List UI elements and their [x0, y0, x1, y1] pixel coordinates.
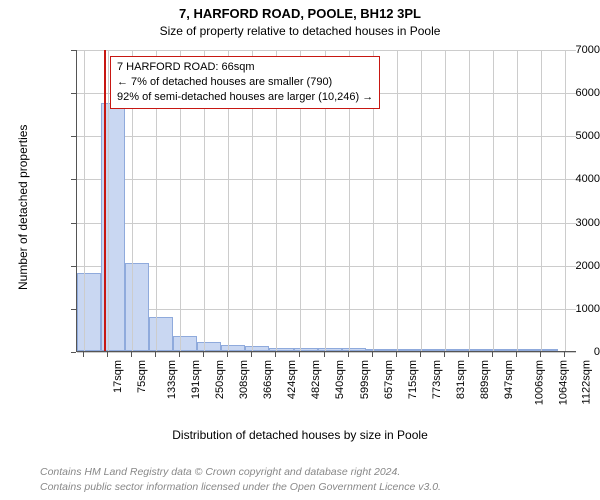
x-axis-label: Distribution of detached houses by size …	[0, 428, 600, 442]
histogram-bar	[294, 348, 318, 351]
y-tick-label: 1000	[534, 303, 600, 315]
histogram-bar	[197, 342, 221, 351]
property-marker-line	[104, 50, 106, 351]
histogram-bar	[318, 348, 342, 351]
histogram-bar	[173, 336, 197, 351]
x-tick-label: 773sqm	[431, 360, 443, 399]
x-tick-label: 947sqm	[503, 360, 515, 399]
x-tick-label: 17sqm	[112, 360, 124, 393]
x-tick-label: 424sqm	[286, 360, 298, 399]
gridline-h	[77, 352, 576, 353]
y-tick-label: 5000	[534, 130, 600, 142]
x-tick-label: 715sqm	[407, 360, 419, 399]
gridline-h	[77, 309, 576, 310]
x-tick-label: 657sqm	[383, 360, 395, 399]
x-tick-label: 75sqm	[136, 360, 148, 393]
chart-title-line1: 7, HARFORD ROAD, POOLE, BH12 3PL	[0, 6, 600, 21]
y-axis-label: Number of detached properties	[16, 125, 30, 290]
x-tick-label: 482sqm	[310, 360, 322, 399]
x-tick-label: 1006sqm	[533, 360, 545, 405]
x-tick-label: 308sqm	[239, 360, 251, 399]
x-tick-label: 250sqm	[215, 360, 227, 399]
gridline-v	[445, 50, 446, 351]
x-tick-label: 1064sqm	[557, 360, 569, 405]
gridline-h	[77, 179, 576, 180]
x-tick-label: 831sqm	[455, 360, 467, 399]
y-tick-label: 7000	[534, 44, 600, 56]
x-tick-label: 889sqm	[479, 360, 491, 399]
gridline-h	[77, 50, 576, 51]
gridline-v	[517, 50, 518, 351]
gridline-v	[469, 50, 470, 351]
gridline-v	[397, 50, 398, 351]
figure: { "layout": { "w": 600, "h": 500, "plot_…	[0, 0, 600, 500]
y-tick-label: 3000	[534, 217, 600, 229]
histogram-bar	[486, 349, 510, 351]
legend-line-1: 7 HARFORD ROAD: 66sqm	[117, 60, 373, 75]
attribution-line-1: Contains HM Land Registry data © Crown c…	[40, 466, 600, 478]
histogram-bar	[366, 349, 390, 351]
gridline-h	[77, 136, 576, 137]
y-tick-label: 4000	[534, 173, 600, 185]
y-tick-label: 0	[534, 346, 600, 358]
attribution-line-2: Contains public sector information licen…	[40, 481, 600, 493]
gridline-v	[108, 50, 109, 351]
x-tick-label: 599sqm	[359, 360, 371, 399]
histogram-bar	[390, 349, 414, 351]
gridline-v	[421, 50, 422, 351]
x-tick-label: 366sqm	[262, 360, 274, 399]
histogram-bar	[414, 349, 438, 351]
legend-line-3: 92% of semi-detached houses are larger (…	[117, 90, 373, 105]
x-tick-label: 540sqm	[334, 360, 346, 399]
histogram-bar	[510, 349, 534, 351]
histogram-bar	[125, 263, 149, 351]
legend-box: 7 HARFORD ROAD: 66sqm ← 7% of detached h…	[110, 56, 380, 109]
y-tick-label: 6000	[534, 87, 600, 99]
gridline-v	[84, 50, 85, 351]
histogram-bar	[221, 345, 245, 351]
x-tick-label: 133sqm	[166, 360, 178, 399]
gridline-v	[493, 50, 494, 351]
histogram-bar	[77, 273, 101, 351]
histogram-bar	[342, 348, 366, 351]
histogram-bar	[438, 349, 462, 351]
gridline-h	[77, 223, 576, 224]
histogram-bar	[245, 346, 269, 351]
histogram-bar	[149, 317, 173, 352]
y-tick-label: 2000	[534, 260, 600, 272]
x-tick-label: 191sqm	[190, 360, 202, 399]
histogram-bar	[462, 349, 486, 351]
legend-line-2: ← 7% of detached houses are smaller (790…	[117, 75, 373, 90]
gridline-h	[77, 266, 576, 267]
histogram-bar	[269, 348, 293, 351]
chart-title-line2: Size of property relative to detached ho…	[0, 24, 600, 38]
x-tick-label: 1122sqm	[580, 360, 592, 404]
